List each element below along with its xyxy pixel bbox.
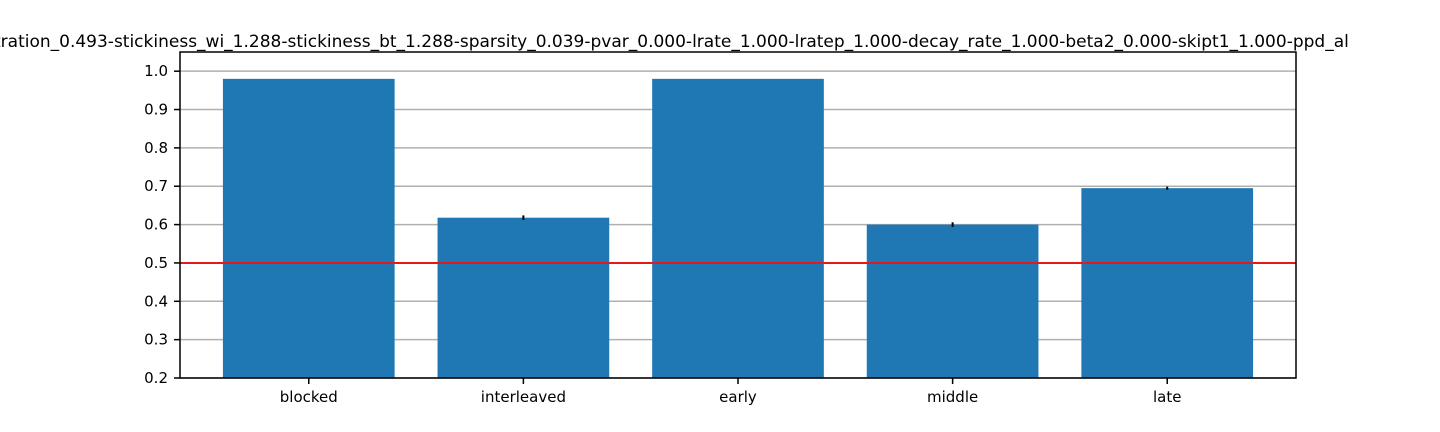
bar-early <box>652 78 824 379</box>
y-tick-label: 0.5 <box>144 254 168 272</box>
bar-interleaved <box>437 217 610 378</box>
x-tick-label: interleaved <box>481 388 566 406</box>
y-tick-label: 1.0 <box>144 62 168 80</box>
x-axis: blocked interleaved early middle late <box>280 378 1181 406</box>
y-tick-label: 0.3 <box>144 331 168 349</box>
x-tick-label: blocked <box>280 388 338 406</box>
bars <box>222 78 1254 379</box>
y-axis: 0.2 0.3 0.4 0.5 0.6 0.7 0.8 0.9 1.0 <box>144 62 180 387</box>
x-tick-label: middle <box>927 388 978 406</box>
error-bars <box>522 186 1169 227</box>
y-tick-label: 0.9 <box>144 101 168 119</box>
y-tick-label: 0.7 <box>144 177 168 195</box>
y-tick-label: 0.2 <box>144 369 168 387</box>
y-tick-label: 0.4 <box>144 292 168 310</box>
bar-blocked <box>222 78 395 379</box>
x-tick-label: early <box>719 388 757 406</box>
chart-title: tration_0.493-stickiness_wi_1.288-sticki… <box>0 32 1349 52</box>
x-tick-label: late <box>1153 388 1181 406</box>
y-tick-label: 0.8 <box>144 139 168 157</box>
bar-late <box>1081 188 1254 378</box>
y-tick-label: 0.6 <box>144 216 168 234</box>
bar-middle <box>866 224 1039 378</box>
